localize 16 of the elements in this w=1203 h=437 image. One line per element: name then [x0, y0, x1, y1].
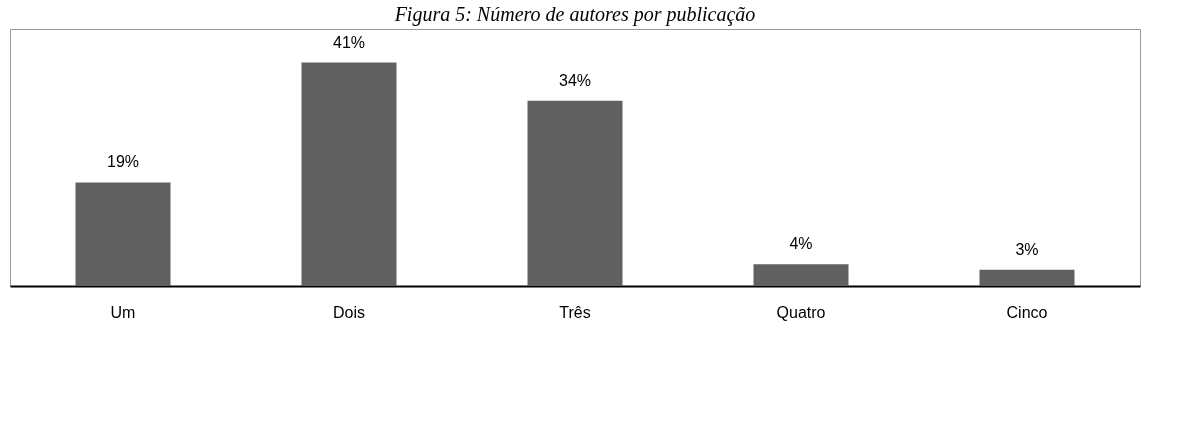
- x-tick-label: Cinco: [1006, 303, 1048, 321]
- data-label: 41%: [332, 33, 366, 51]
- data-label: 4%: [789, 235, 813, 253]
- bar: [301, 62, 397, 286]
- x-tick-label: Um: [110, 303, 136, 321]
- data-label: 3%: [1015, 240, 1039, 258]
- data-label: 34%: [558, 71, 592, 89]
- x-tick-label: Três: [559, 303, 591, 321]
- bar: [527, 100, 623, 286]
- bar: [753, 264, 849, 286]
- data-label: 19%: [106, 153, 140, 171]
- x-tick-label: Quatro: [776, 303, 826, 321]
- bar: [75, 182, 171, 286]
- bar: [979, 269, 1075, 286]
- x-tick-label: Dois: [332, 303, 366, 321]
- chart-title: Figura 5: Número de autores por publicação: [393, 3, 756, 26]
